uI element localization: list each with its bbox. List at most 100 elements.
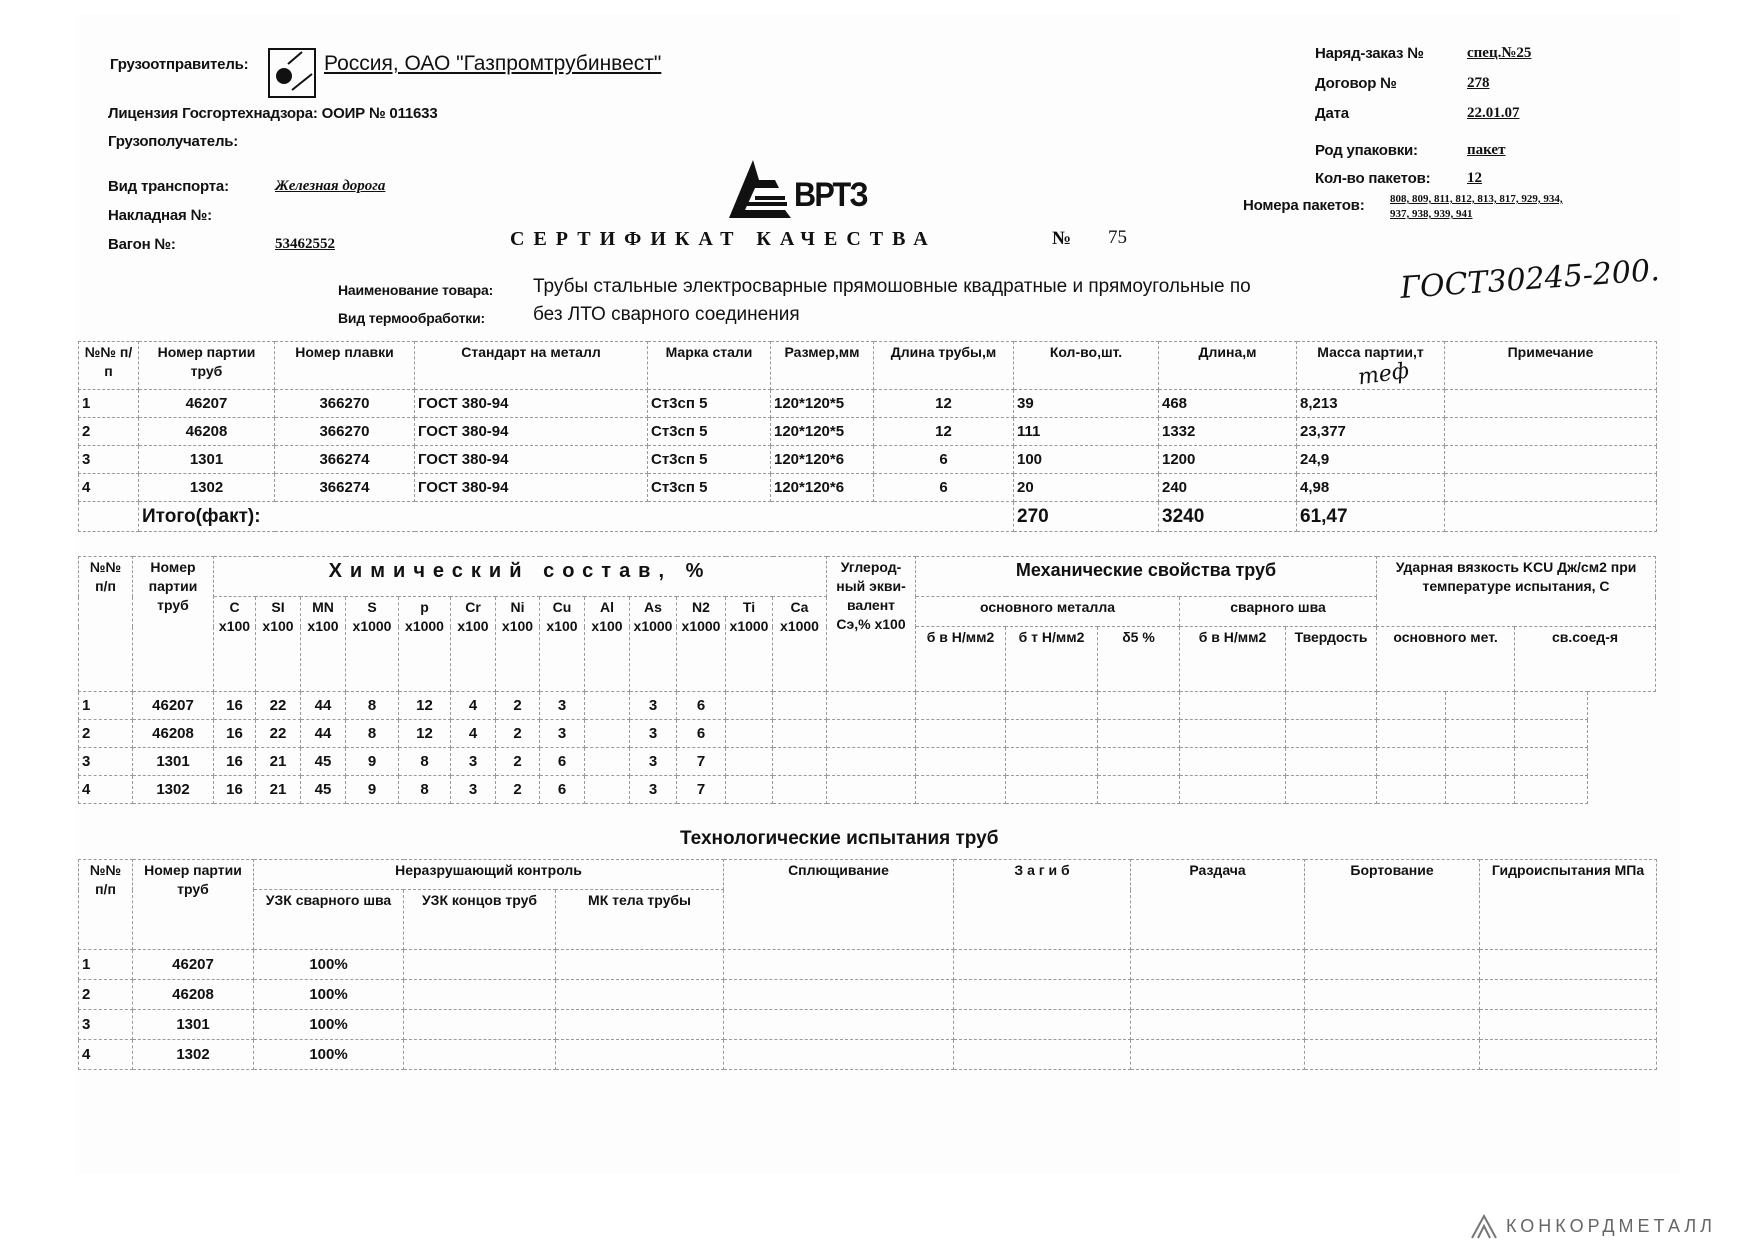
cell <box>1284 775 1378 804</box>
header-num: №№ п/п <box>78 556 133 692</box>
transport-value: Железная дорога <box>275 178 386 194</box>
header-impact: Ударная вязкость KCU Дж/см2 при температ… <box>1376 556 1656 627</box>
cell: 1301 <box>132 1009 254 1040</box>
cell <box>953 979 1132 1010</box>
cell <box>1284 691 1378 720</box>
cell: 366274 <box>274 445 415 474</box>
date-value: 22.01.07 <box>1467 105 1520 121</box>
cell: 3 <box>629 775 677 804</box>
cell: 39 <box>1013 389 1159 418</box>
cell <box>723 979 955 1010</box>
cell: Ст3сп 5 <box>647 417 771 446</box>
cell <box>554 979 725 1010</box>
cell <box>1005 691 1098 720</box>
transport-label: Вид транспорта: <box>108 178 229 195</box>
cell: 23,377 <box>1296 417 1445 446</box>
cell: ГОСТ 380-94 <box>414 445 648 474</box>
cell <box>1514 691 1589 720</box>
header-impact-col: основного мет. <box>1376 626 1516 692</box>
cell <box>403 949 556 980</box>
cell: 1 <box>78 949 133 980</box>
cell: 2 <box>78 417 139 446</box>
cell <box>915 719 1006 748</box>
cell: 1 <box>78 389 139 418</box>
table-row: 4 1302 366274 ГОСТ 380-94 Ст3сп 5 120*120*6 6 2… <box>78 473 1657 502</box>
cell: 12 <box>873 417 1014 446</box>
cell: 366270 <box>274 389 415 418</box>
header-test: Бортование <box>1304 859 1481 950</box>
table-row: 2 46208 366270 ГОСТ 380-94 Ст3сп 5 120*120*5 1… <box>78 417 1657 446</box>
header-element: N2 x1000 <box>676 596 726 692</box>
cell: 7 <box>676 775 726 804</box>
cell <box>1097 719 1180 748</box>
cell: 240 <box>1158 473 1297 502</box>
header-cell: Стандарт на металл <box>414 341 648 390</box>
table-row: 2 46208 100% <box>78 979 1658 1010</box>
cell <box>915 691 1006 720</box>
header-ndt-col: МК тела трубы <box>554 889 725 950</box>
cell <box>772 691 827 720</box>
cell: 8 <box>398 747 451 776</box>
cell: 46208 <box>138 417 275 446</box>
cell: 4 <box>78 775 133 804</box>
total-label: Итого(факт): <box>138 501 1014 532</box>
wagon-value: 53462552 <box>275 236 335 252</box>
cell <box>1130 1009 1306 1040</box>
cell: 21 <box>255 747 301 776</box>
cell <box>826 775 916 804</box>
cell <box>953 949 1132 980</box>
cell <box>78 501 139 532</box>
header-num: №№ п/п <box>78 859 133 950</box>
cell: 2 <box>495 719 540 748</box>
product-value: Трубы стальные электросварные прямошовны… <box>533 276 1251 297</box>
header-element: As x1000 <box>629 596 677 692</box>
vrtz-logo-text: ВРТЗ <box>794 176 869 214</box>
cell: 46207 <box>138 389 275 418</box>
heat-label: Вид термообработки: <box>338 310 485 326</box>
cell: 1200 <box>1158 445 1297 474</box>
cell: 4 <box>78 473 139 502</box>
header-impact-col: св.соед-я <box>1514 626 1656 692</box>
cell <box>725 747 773 776</box>
header-mech-col: б в Н/мм2 <box>915 626 1006 692</box>
header-cell: Кол-во,шт. <box>1013 341 1159 390</box>
shipper-label: Грузоотправитель: <box>110 56 249 73</box>
table-row: 2 46208 16 22 44 8 12 4 2 3 3 6 <box>78 719 1656 748</box>
header-element: Cu x100 <box>539 596 585 692</box>
cell <box>1005 775 1098 804</box>
cell: 3 <box>539 719 585 748</box>
cell: 2 <box>495 775 540 804</box>
watermark-logo-icon <box>1471 1213 1497 1239</box>
cell: 46208 <box>132 979 254 1010</box>
cell: 44 <box>300 691 346 720</box>
header-row: №№ п/п Номер партии труб Неразрушающий кон… <box>78 859 1658 950</box>
cell <box>1179 719 1286 748</box>
table-row: 3 1301 100% <box>78 1009 1658 1040</box>
package-numbers-line1: 808, 809, 811, 812, 813, 817, 929, 934, <box>1390 193 1563 205</box>
package-numbers-line2: 937, 938, 939, 941 <box>1390 208 1473 220</box>
cell <box>403 1039 556 1070</box>
vrtz-triangle-icon <box>729 160 791 218</box>
cell: 45 <box>300 775 346 804</box>
header-element: SI x100 <box>255 596 301 692</box>
cell <box>915 747 1006 776</box>
cell <box>772 775 827 804</box>
certificate-number-label: № <box>1052 228 1072 249</box>
packages-count-label: Кол-во пакетов: <box>1315 170 1431 187</box>
shipper-value: Россия, ОАО "Газпромтрубинвест" <box>324 52 662 75</box>
cell: 3 <box>450 775 496 804</box>
tech-tests-table: №№ п/п Номер партии труб Неразрушающий кон… <box>78 859 1658 1070</box>
cell: 6 <box>873 445 1014 474</box>
cell <box>1304 1039 1481 1070</box>
header-element: Ti x1000 <box>725 596 773 692</box>
header-test: Гидроиспытания МПа <box>1479 859 1658 950</box>
total-mass: 61,47 <box>1296 501 1445 532</box>
cell: ГОСТ 380-94 <box>414 417 648 446</box>
cell: 8 <box>345 691 399 720</box>
cell: 1301 <box>132 747 214 776</box>
cell: 100 <box>1013 445 1159 474</box>
cell: 6 <box>676 691 726 720</box>
header-base-metal: основного металла <box>915 596 1180 627</box>
header-batch: Номер партии труб <box>132 556 214 692</box>
cell: 120*120*5 <box>770 417 874 446</box>
